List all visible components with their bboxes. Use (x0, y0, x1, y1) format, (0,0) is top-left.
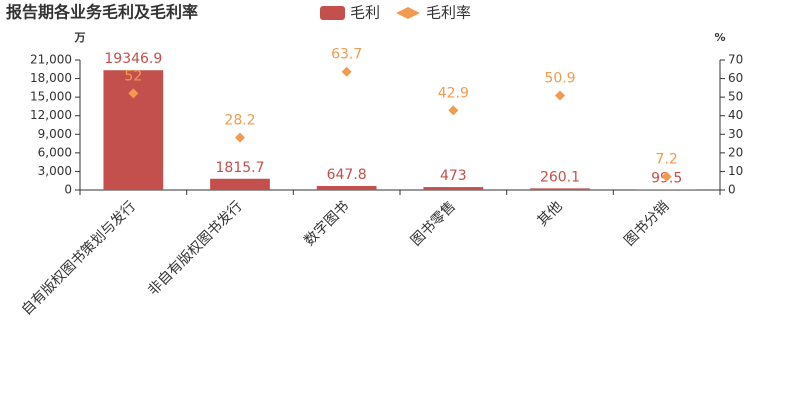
y2-tick-label: 0 (728, 183, 736, 197)
bar (210, 178, 270, 190)
y2-tick-label: 30 (728, 127, 743, 141)
legend-label: 毛利 (350, 4, 380, 22)
y-tick-label: 3,000 (38, 164, 72, 178)
y2-axis-unit: % (714, 31, 725, 44)
bar (530, 188, 590, 190)
y-tick-label: 21,000 (30, 53, 72, 67)
y2-tick-label: 20 (728, 145, 743, 159)
value-label: 647.8 (327, 167, 367, 183)
bar (636, 189, 697, 190)
value-label: 7.2 (656, 152, 678, 168)
marker (661, 171, 672, 182)
marker (235, 132, 245, 143)
value-label: 260.1 (540, 169, 580, 185)
y2-tick-label: 70 (728, 53, 743, 67)
x-tick-label: 其他 (535, 198, 566, 229)
value-label: 28.2 (224, 113, 255, 129)
legend-swatch (396, 7, 420, 19)
x-tick-label: 数字图书 (301, 198, 352, 249)
x-tick-label: 非自有版权图书发行 (145, 198, 245, 298)
legend-swatch (320, 6, 345, 20)
y2-tick-label: 50 (728, 90, 743, 104)
y-tick-label: 12,000 (30, 108, 72, 122)
y-axis-unit: 万 (74, 31, 86, 44)
y-tick-label: 15,000 (30, 90, 72, 104)
bar (316, 185, 377, 190)
value-label: 52 (124, 68, 142, 84)
y-tick-label: 6,000 (38, 145, 72, 159)
marker (448, 105, 459, 116)
y2-tick-label: 10 (728, 164, 743, 178)
value-label: 1815.7 (216, 160, 265, 176)
x-tick-label: 自有版权图书策划与发行 (18, 198, 139, 319)
marker (128, 88, 139, 99)
y-tick-label: 9,000 (38, 127, 72, 141)
value-label: 473 (440, 168, 467, 184)
chart-title: 报告期各业务毛利及毛利率 (6, 3, 198, 22)
bar (423, 187, 484, 190)
x-tick-label: 图书零售 (408, 198, 459, 249)
y-tick-label: 18,000 (30, 71, 72, 85)
y2-tick-label: 60 (728, 71, 743, 85)
legend-label: 毛利率 (426, 4, 471, 22)
marker (341, 66, 352, 77)
marker (555, 90, 565, 101)
y2-tick-label: 40 (728, 108, 743, 122)
x-tick-label: 图书分销 (621, 198, 672, 249)
value-label: 19346.9 (104, 51, 162, 67)
y-tick-label: 0 (64, 183, 72, 197)
value-label: 42.9 (438, 85, 469, 101)
value-label: 50.9 (544, 70, 575, 86)
value-label: 63.7 (331, 47, 362, 63)
bar (103, 70, 164, 190)
